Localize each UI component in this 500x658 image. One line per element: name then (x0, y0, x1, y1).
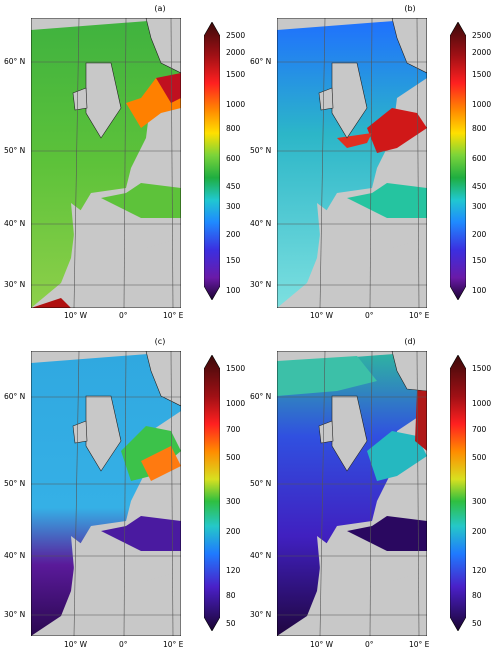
lat-label: 50° N (4, 146, 26, 155)
lon-label: 10° W (64, 640, 88, 649)
colorbar-tick: 450 (472, 182, 487, 191)
lon-label: 0° (365, 640, 374, 649)
colorbar-tick: 800 (472, 124, 487, 133)
map-d (277, 351, 427, 636)
colorbar-tick: 1000 (472, 100, 492, 109)
lat-label: 50° N (250, 479, 272, 488)
lat-label: 60° N (250, 392, 272, 401)
lat-label: 30° N (4, 280, 26, 289)
colorbar-b (450, 22, 466, 300)
map-panel-c: (c) 60° N 50° N 40° N 30° N 10° W 0° 10°… (0, 329, 250, 658)
panel-label: (d) (404, 337, 416, 346)
colorbar-tick: 200 (472, 230, 487, 239)
lat-label: 60° N (4, 57, 26, 66)
lon-label: 10° W (310, 311, 334, 320)
lon-label: 0° (119, 640, 128, 649)
map-panel-d: (d) 60° N 50° N 40° N 30° N 10° W 0° 10°… (250, 329, 500, 658)
colorbar-tick: 1000 (226, 100, 246, 109)
colorbar-tick: 300 (472, 202, 487, 211)
colorbar-tick: 80 (472, 591, 482, 600)
colorbar-tick: 700 (226, 425, 241, 434)
lat-label: 30° N (4, 610, 26, 619)
colorbar-tick: 600 (226, 154, 241, 163)
colorbar-c (204, 355, 220, 631)
colorbar-tick: 600 (472, 154, 487, 163)
panel-label: (b) (404, 4, 416, 13)
colorbar-tick: 100 (226, 286, 241, 295)
colorbar-tick: 300 (472, 497, 487, 506)
lon-label: 10° W (310, 640, 334, 649)
lon-label: 0° (119, 311, 128, 320)
lon-label: 10° E (163, 640, 184, 649)
colorbar-tick: 1500 (226, 70, 246, 79)
lon-label: 0° (365, 311, 374, 320)
colorbar-tick: 120 (472, 566, 487, 575)
lat-label: 40° N (4, 551, 26, 560)
colorbar-tick: 120 (226, 566, 241, 575)
lon-label: 10° E (163, 311, 184, 320)
lat-label: 60° N (250, 57, 272, 66)
colorbar-tick: 200 (226, 527, 241, 536)
colorbar-tick: 150 (472, 256, 487, 265)
colorbar-tick: 80 (226, 591, 236, 600)
colorbar-tick: 500 (226, 453, 241, 462)
map-c (31, 351, 181, 636)
panel-label: (a) (154, 4, 166, 13)
colorbar-tick: 1000 (226, 399, 246, 408)
colorbar-tick: 50 (226, 619, 236, 628)
lat-label: 40° N (250, 551, 272, 560)
map-panel-a: (a) 60° N 50° N 40° N 30° N 10° W 0° 10°… (0, 0, 250, 329)
colorbar-tick: 700 (472, 425, 487, 434)
colorbar-tick: 300 (226, 497, 241, 506)
lat-label: 50° N (4, 479, 26, 488)
map-b (277, 18, 427, 308)
lat-label: 50° N (250, 146, 272, 155)
colorbar-tick: 2000 (226, 48, 246, 57)
panel-label: (c) (154, 337, 166, 346)
colorbar-d (450, 355, 466, 631)
colorbar-tick: 200 (472, 527, 487, 536)
lon-label: 10° E (409, 640, 430, 649)
colorbar-tick: 500 (472, 453, 487, 462)
colorbar-tick: 1500 (226, 364, 246, 373)
colorbar-tick: 100 (472, 286, 487, 295)
colorbar-tick: 1000 (472, 399, 492, 408)
lat-label: 40° N (250, 219, 272, 228)
colorbar-tick: 1500 (472, 70, 492, 79)
colorbar-tick: 1500 (472, 364, 492, 373)
colorbar-tick: 300 (226, 202, 241, 211)
colorbar-tick: 2500 (472, 31, 492, 40)
lat-label: 40° N (4, 219, 26, 228)
map-panel-b: (b) 60° N 50° N 40° N 30° N 10° W 0° 10°… (250, 0, 500, 329)
colorbar-tick: 150 (226, 256, 241, 265)
lat-label: 30° N (250, 280, 272, 289)
colorbar-a (204, 22, 220, 300)
colorbar-tick: 2000 (472, 48, 492, 57)
lat-label: 60° N (4, 392, 26, 401)
colorbar-tick: 50 (472, 619, 482, 628)
colorbar-tick: 2500 (226, 31, 246, 40)
colorbar-tick: 450 (226, 182, 241, 191)
colorbar-tick: 200 (226, 230, 241, 239)
lon-label: 10° W (64, 311, 88, 320)
map-a (31, 18, 181, 308)
colorbar-tick: 800 (226, 124, 241, 133)
lat-label: 30° N (250, 610, 272, 619)
lon-label: 10° E (409, 311, 430, 320)
